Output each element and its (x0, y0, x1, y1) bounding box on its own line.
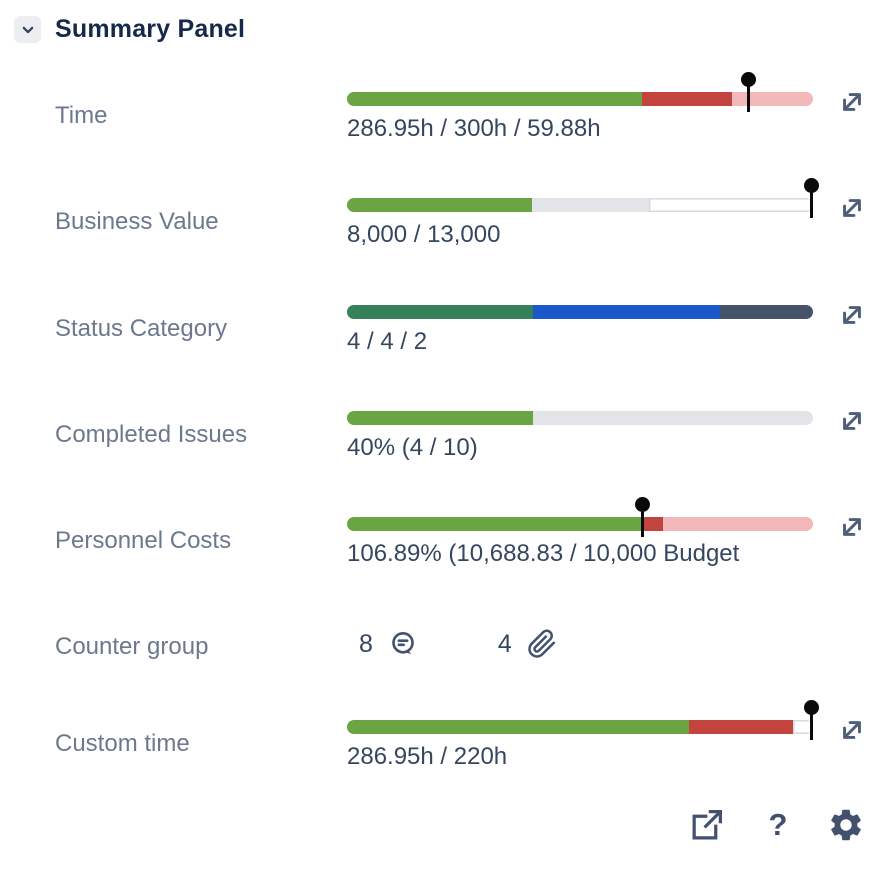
progress-bar (347, 198, 813, 212)
comment-count: 8 (359, 629, 373, 658)
progress-bar (347, 92, 813, 106)
panel-title: Summary Panel (55, 15, 246, 43)
bar-segment-done (347, 305, 534, 319)
comment-icon (388, 629, 418, 659)
gear-icon (827, 806, 865, 844)
metric-label: Counter group (55, 633, 209, 660)
expand-row-button[interactable] (836, 511, 868, 543)
expand-diagonal-icon (836, 511, 868, 543)
expand-diagonal-icon (836, 299, 868, 331)
bar-segment-completed (347, 411, 534, 425)
expand-diagonal-icon (836, 192, 868, 224)
progress-bar (347, 720, 813, 734)
metric-label: Status Category (55, 315, 228, 342)
metric-value: 4 / 4 / 2 (347, 328, 428, 355)
bar-segment-open (648, 198, 813, 212)
bar-segment-within-budget (347, 517, 642, 531)
metric-value: 286.95h / 220h (347, 743, 508, 770)
bar-segment-within-estimate (347, 720, 689, 734)
bar-segment-to-do (719, 305, 813, 319)
metric-row-counter-group: Counter group 8 4 (0, 615, 896, 689)
metric-value: 286.95h / 300h / 59.88h (347, 115, 601, 142)
question-mark-icon: ? (768, 807, 788, 842)
expand-row-button[interactable] (836, 714, 868, 746)
pin-marker (804, 178, 819, 218)
bar-track (347, 198, 813, 212)
panel-header: Summary Panel (0, 0, 896, 60)
bar-track (347, 720, 813, 734)
progress-bar (347, 411, 813, 425)
expand-diagonal-icon (836, 714, 868, 746)
metric-row-completed-issues: Completed Issues 40% (4 / 10) (0, 403, 896, 477)
metric-label: Time (55, 102, 108, 129)
bar-segment-achieved (347, 198, 533, 212)
expand-row-button[interactable] (836, 405, 868, 437)
metric-row-time: Time 286.95h / 300h / 59.88h (0, 84, 896, 158)
pin-marker (635, 497, 650, 537)
pin-marker (804, 700, 819, 740)
collapse-toggle-button[interactable] (14, 16, 41, 43)
bar-track (347, 305, 813, 319)
bar-segment-overrun (641, 92, 733, 106)
progress-bar (347, 517, 813, 531)
bar-segment-planned (532, 198, 649, 212)
chevron-down-icon (18, 20, 38, 40)
bar-segment-overrun (688, 720, 793, 734)
bar-track (347, 411, 813, 425)
expand-diagonal-icon (836, 86, 868, 118)
progress-bar (347, 305, 813, 319)
expand-diagonal-icon (836, 405, 868, 437)
metric-label: Completed Issues (55, 421, 248, 448)
pin-marker (741, 72, 756, 112)
help-button[interactable]: ? (758, 804, 798, 846)
bar-segment-remaining (663, 517, 813, 531)
bar-track (347, 517, 813, 531)
counter-group: 8 4 (347, 626, 557, 662)
metric-value: 8,000 / 13,000 (347, 221, 501, 248)
metric-row-business-value: Business Value 8,000 / 13,000 (0, 190, 896, 264)
attachment-icon (527, 629, 557, 659)
expand-row-button[interactable] (836, 192, 868, 224)
metric-value: 40% (4 / 10) (347, 434, 478, 461)
metric-row-personnel-costs: Personnel Costs 106.89% (10,688.83 / 10,… (0, 509, 896, 583)
metric-value: 106.89% (10,688.83 / 10,000 Budget) (347, 540, 739, 567)
bar-segment-remaining (533, 411, 813, 425)
metric-row-custom-time: Custom time 286.95h / 220h (0, 712, 896, 786)
metric-label: Business Value (55, 208, 219, 235)
expand-row-button[interactable] (836, 299, 868, 331)
metric-label: Personnel Costs (55, 527, 232, 554)
bar-segment-in-progress (533, 305, 720, 319)
expand-row-button[interactable] (836, 86, 868, 118)
metric-row-status-category: Status Category 4 / 4 / 2 (0, 297, 896, 371)
bar-segment-within-estimate (347, 92, 642, 106)
open-in-new-window-button[interactable] (686, 804, 726, 846)
settings-button[interactable] (826, 804, 866, 846)
metric-label: Custom time (55, 730, 190, 757)
external-link-icon (688, 807, 725, 844)
attachment-count: 4 (497, 629, 512, 658)
